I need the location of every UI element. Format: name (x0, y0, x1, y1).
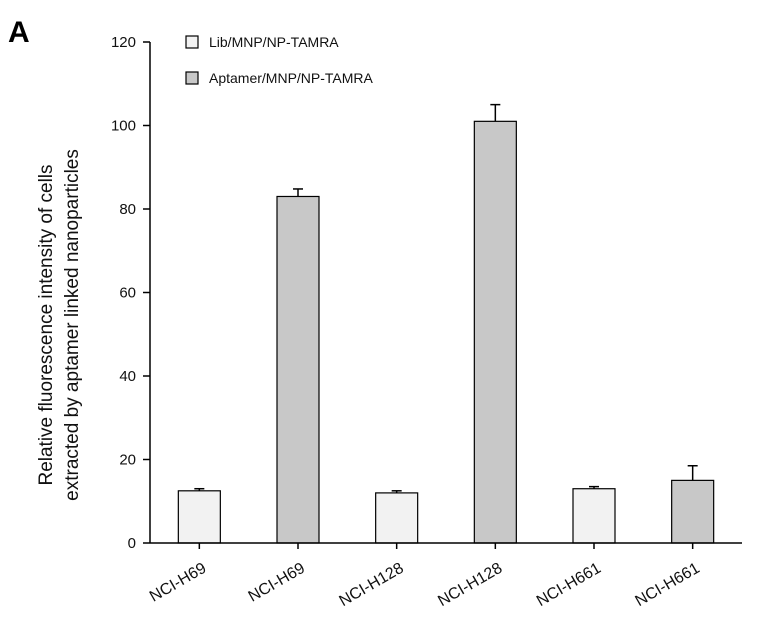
legend-label: Aptamer/MNP/NP-TAMRA (209, 70, 374, 86)
x-tick-label: NCI-H69 (147, 560, 209, 606)
y-tick-label: 40 (119, 368, 136, 385)
y-tick-label: 60 (119, 285, 136, 302)
x-tick-label: NCI-H128 (337, 560, 407, 610)
y-tick-label: 80 (119, 201, 136, 218)
bar (572, 488, 616, 544)
y-axis-label-line: Relative fluorescence intensity of cells (36, 164, 57, 485)
panel-label: A (8, 16, 30, 49)
y-tick-label: 20 (119, 452, 136, 469)
bar (276, 195, 320, 544)
y-axis-label: Relative fluorescence intensity of cells… (36, 149, 83, 501)
legend-swatch (185, 71, 199, 85)
bar (375, 492, 419, 544)
x-tick-label: NCI-H661 (534, 560, 604, 610)
bars (177, 103, 715, 544)
x-axis: NCI-H69 NCI-H69 NCI-H128 NCI-H128 NCI-H661 NC… (147, 542, 742, 610)
y-axis-label-line: extracted by aptamer linked nanoparticle… (62, 149, 83, 501)
bar (671, 479, 715, 544)
y-tick-label: 120 (111, 34, 136, 51)
bar (177, 490, 221, 544)
x-tick-label: NCI-H69 (246, 560, 308, 606)
legend: Lib/MNP/NP-TAMRA Aptamer/MNP/NP-TAMRA (185, 34, 374, 86)
x-tick-label: NCI-H661 (633, 560, 703, 610)
x-tick-label: NCI-H128 (435, 560, 505, 610)
y-axis: 0 20 40 60 80 100 120 (111, 34, 151, 552)
legend-swatch (185, 35, 199, 49)
y-tick-label: 0 (128, 535, 136, 552)
legend-label: Lib/MNP/NP-TAMRA (209, 34, 339, 50)
y-tick-label: 100 (111, 118, 136, 135)
bar (473, 120, 517, 544)
